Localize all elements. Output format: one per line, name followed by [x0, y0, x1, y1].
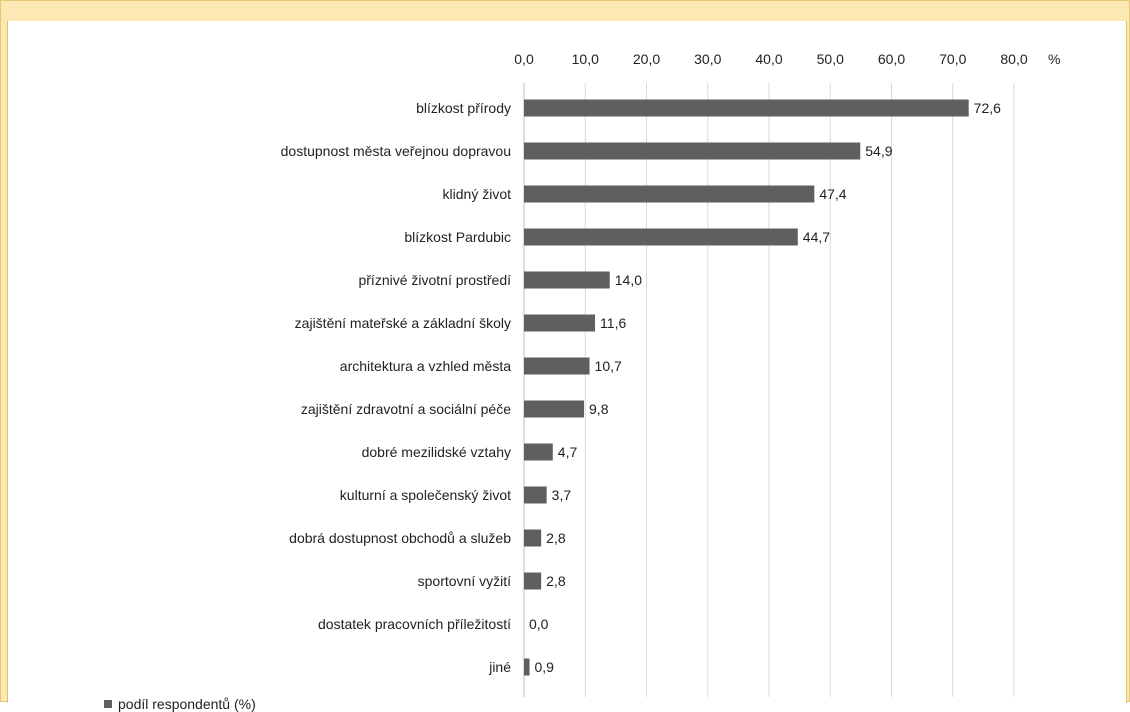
legend: podíl respondentů (%)	[104, 696, 256, 712]
x-tick-label: 40,0	[755, 51, 782, 67]
x-tick-label: 50,0	[817, 51, 844, 67]
category-label: jiné	[488, 659, 511, 675]
category-label: dobré mezilidské vztahy	[362, 444, 511, 460]
bars	[524, 99, 969, 676]
category-label: architektura a vzhled města	[340, 358, 511, 374]
bar	[524, 142, 861, 160]
x-unit-label: %	[1048, 51, 1060, 67]
bar	[524, 228, 798, 246]
legend-swatch	[104, 700, 112, 708]
chart-panel: 0,0 10,0 20,0 30,0 40,0 50,0 60,0 70,0 80,0% blí…	[7, 21, 1127, 712]
value-label: 3,7	[552, 487, 572, 503]
value-label: 14,0	[615, 272, 642, 288]
bar	[524, 99, 969, 117]
bar	[524, 443, 553, 461]
value-label: 72,6	[974, 100, 1001, 116]
value-label: 2,8	[546, 573, 566, 589]
bar	[524, 271, 610, 289]
x-axis: 0,0 10,0 20,0 30,0 40,0 50,0 60,0 70,0 80,0%	[514, 51, 1060, 67]
bar	[524, 357, 590, 375]
category-label: blízkost Pardubic	[404, 229, 511, 245]
category-label: zajištění mateřské a základní školy	[295, 315, 511, 331]
category-label: klidný život	[443, 186, 512, 202]
x-tick-label: 60,0	[878, 51, 905, 67]
value-label: 9,8	[589, 401, 609, 417]
grid-lines	[523, 83, 1015, 697]
category-label: dobrá dostupnost obchodů a služeb	[289, 530, 511, 546]
value-label: 10,7	[595, 358, 622, 374]
bar	[524, 658, 530, 676]
value-label: 4,7	[558, 444, 578, 460]
category-label: sportovní vyžití	[418, 573, 511, 589]
bar	[524, 529, 542, 547]
category-label: dostatek pracovních příležitostí	[318, 616, 511, 632]
x-tick-label: 10,0	[572, 51, 599, 67]
bar	[524, 185, 815, 203]
bar	[524, 486, 547, 504]
value-label: 0,0	[529, 616, 549, 632]
x-tick-label: 30,0	[694, 51, 721, 67]
x-tick-label: 80,0	[1000, 51, 1027, 67]
x-tick-label: 70,0	[939, 51, 966, 67]
value-label: 11,6	[600, 315, 626, 331]
bar	[524, 572, 542, 590]
bar	[524, 314, 596, 332]
bar-chart: 0,0 10,0 20,0 30,0 40,0 50,0 60,0 70,0 80,0% blí…	[281, 51, 1060, 697]
bar	[524, 400, 585, 418]
value-label: 2,8	[546, 530, 566, 546]
value-label: 0,9	[535, 659, 555, 675]
legend-label: podíl respondentů (%)	[118, 696, 256, 712]
value-labels: 72,6 54,9 47,4 44,7 14,0 11,6 10,7 9,8 4,7 3,7 2,8…	[529, 100, 1001, 675]
category-label: blízkost přírody	[416, 100, 511, 116]
x-tick-label: 0,0	[514, 51, 534, 67]
value-label: 44,7	[803, 229, 830, 245]
x-tick-label: 20,0	[633, 51, 660, 67]
category-label: zajištění zdravotní a sociální péče	[301, 401, 511, 417]
category-label: dostupnost města veřejnou dopravou	[281, 143, 511, 159]
value-label: 54,9	[865, 143, 892, 159]
value-label: 47,4	[819, 186, 846, 202]
category-labels: blízkost přírody dostupnost města veřejno…	[281, 100, 512, 675]
category-label: kulturní a společenský život	[340, 487, 511, 503]
category-label: příznivé životní prostředí	[358, 272, 511, 288]
